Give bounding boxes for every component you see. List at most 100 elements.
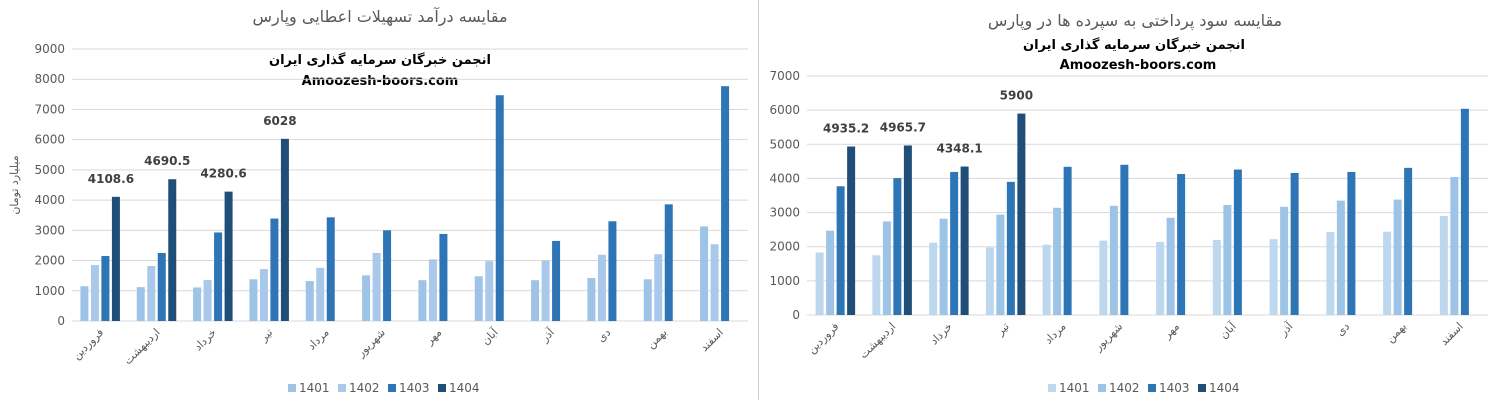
legend-label: 1404 — [449, 381, 480, 395]
bar-1402-2 — [203, 279, 212, 321]
bar-1403-10 — [1404, 167, 1413, 315]
bar-1403-3 — [1006, 181, 1015, 315]
legend-label: 1401 — [299, 381, 330, 395]
bar-1403-7 — [495, 95, 504, 322]
data-label: 4935.2 — [823, 121, 869, 135]
bar-1402-10 — [654, 254, 663, 321]
y-tick-label: 3000 — [34, 223, 65, 237]
bar-1404-3 — [280, 138, 289, 321]
y-tick-label: 2000 — [34, 254, 65, 268]
overlay-org-name: انجمن خبرگان سرمایه گذاری ایران — [1023, 37, 1245, 53]
y-tick-label: 8000 — [34, 72, 65, 86]
x-category-label: تیر — [257, 326, 276, 345]
bar-1403-0 — [101, 256, 110, 321]
x-category-label: آذر — [537, 325, 558, 346]
data-label: 4348.1 — [936, 142, 982, 156]
bar-1403-2 — [950, 171, 959, 315]
bar-1401-2 — [193, 287, 202, 321]
bar-1402-3 — [996, 214, 1005, 315]
legend-swatch — [1198, 384, 1206, 392]
x-category-label: بهمن — [1384, 320, 1409, 345]
bar-1403-8 — [1290, 172, 1299, 315]
x-category-label: تیر — [993, 320, 1012, 339]
bar-1401-5 — [1099, 240, 1108, 315]
bar-1403-6 — [1177, 173, 1186, 315]
bar-1401-10 — [643, 279, 652, 321]
bar-1403-9 — [1347, 171, 1356, 315]
chart-panel-left: مقایسه درآمد تسهیلات اعطایی وپارس انجمن خ… — [8, 7, 748, 395]
bar-1403-11 — [721, 86, 730, 321]
bar-1402-6 — [428, 259, 437, 321]
bar-1404-2 — [960, 166, 969, 315]
bar-1402-11 — [1450, 177, 1459, 315]
data-label: 4690.5 — [144, 154, 190, 168]
bar-1401-7 — [474, 276, 483, 321]
bar-1402-6 — [1166, 217, 1175, 315]
legend-swatch — [1148, 384, 1156, 392]
y-tick-label: 0 — [57, 314, 65, 328]
y-tick-label: 9000 — [34, 42, 65, 56]
x-category-label: دی — [595, 326, 614, 345]
legend-swatch — [438, 384, 446, 392]
bar-1402-4 — [316, 267, 325, 321]
bar-1403-5 — [383, 230, 392, 321]
legend-label: 1402 — [349, 381, 380, 395]
bar-1401-11 — [1439, 215, 1448, 315]
overlay-org-name: انجمن خبرگان سرمایه گذاری ایران — [269, 52, 491, 68]
bar-1403-5 — [1120, 164, 1129, 315]
y-tick-label: 2000 — [769, 240, 800, 254]
bar-1403-1 — [157, 253, 166, 321]
x-category-label: اسفند — [698, 326, 726, 354]
bar-1404-0 — [847, 146, 856, 315]
y-tick-label: 7000 — [34, 102, 65, 116]
x-category-label: اردیبهشت — [121, 326, 162, 367]
y-tick-label: 5000 — [34, 163, 65, 177]
bar-1402-0 — [90, 265, 99, 321]
bar-1401-4 — [1042, 244, 1051, 315]
bar-1404-3 — [1017, 113, 1026, 315]
bar-1403-3 — [270, 218, 279, 321]
bar-1402-1 — [147, 265, 156, 321]
bar-1402-0 — [826, 230, 835, 315]
x-category-label: اسفند — [1438, 320, 1466, 348]
bar-1404-2 — [224, 191, 233, 321]
bar-1401-8 — [531, 280, 540, 321]
bar-1401-2 — [929, 242, 938, 315]
bar-1403-1 — [893, 178, 902, 315]
bar-1402-9 — [1336, 200, 1345, 315]
bar-1402-2 — [939, 218, 948, 315]
bar-1402-5 — [1109, 205, 1118, 315]
bar-1403-11 — [1460, 108, 1469, 315]
y-tick-label: 5000 — [769, 137, 800, 151]
bar-1402-1 — [882, 221, 891, 315]
x-category-label: دی — [1333, 320, 1352, 339]
bar-1403-6 — [439, 233, 448, 321]
bar-1401-0 — [815, 252, 824, 315]
bar-1404-1 — [903, 145, 912, 315]
bar-1402-4 — [1053, 207, 1062, 315]
bar-1402-3 — [259, 269, 268, 321]
legend-label: 1402 — [1109, 381, 1140, 395]
overlay-website: Amoozesh-boors.com — [1060, 58, 1217, 73]
legend-swatch — [388, 384, 396, 392]
x-category-label: اردیبهشت — [857, 320, 898, 361]
bar-1404-0 — [111, 196, 120, 321]
bar-1401-6 — [418, 280, 427, 321]
x-category-label: آبان — [1216, 319, 1239, 342]
bar-1401-10 — [1383, 231, 1392, 315]
bar-1404-1 — [168, 179, 177, 321]
bar-1403-8 — [552, 240, 561, 321]
x-category-label: خرداد — [928, 320, 955, 347]
legend-label: 1403 — [399, 381, 430, 395]
bar-1403-9 — [608, 221, 617, 321]
legend-swatch — [288, 384, 296, 392]
y-axis-label: میلیارد تومان — [8, 155, 21, 214]
bar-1401-1 — [136, 287, 145, 321]
chart-right-svg: مقایسه سود پرداختی به سپرده ها در وپارس ا… — [769, 11, 1488, 395]
bar-1401-8 — [1269, 239, 1278, 315]
x-category-label: بهمن — [644, 326, 669, 351]
legend-swatch — [338, 384, 346, 392]
y-tick-label: 1000 — [769, 274, 800, 288]
bar-1401-5 — [362, 275, 371, 321]
bar-1402-8 — [1280, 206, 1289, 315]
